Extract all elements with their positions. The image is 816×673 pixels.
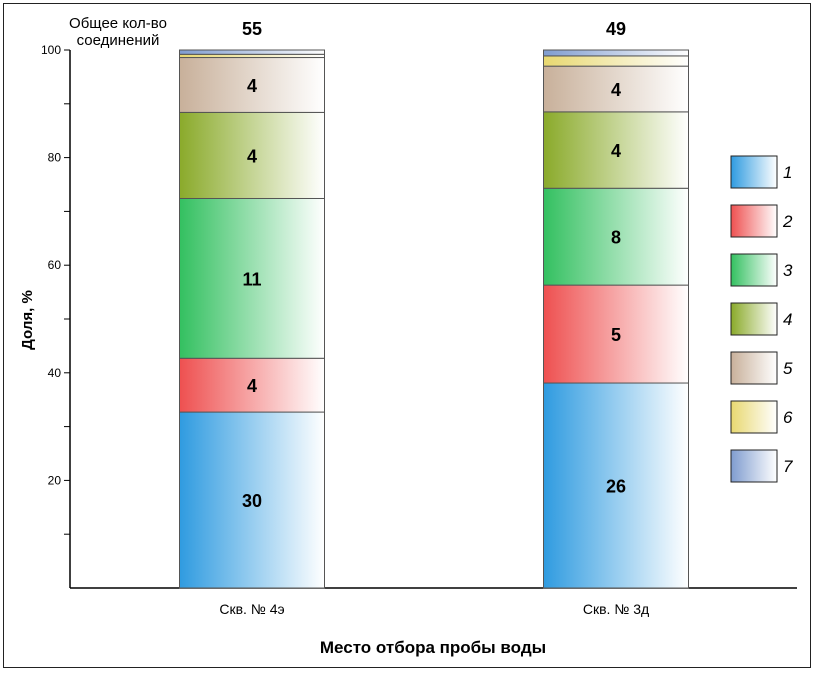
segment-label: 4: [611, 80, 621, 100]
bar-segment-5: [179, 57, 325, 113]
segment-label: 4: [247, 146, 257, 166]
bar-segment-3: [543, 187, 689, 286]
bar-segment-4: [543, 111, 689, 189]
legend-swatch-6: [730, 400, 778, 434]
y-axis-label: Доля, %: [19, 290, 36, 350]
segment-label: 11: [242, 269, 261, 289]
segment-label: 30: [242, 491, 262, 511]
legend-swatch-1: [730, 155, 778, 189]
y-tick-label: 60: [48, 258, 62, 272]
legend-label: 7: [783, 457, 793, 476]
bar-segment-6: [543, 55, 689, 67]
bar-segment-2: [179, 357, 325, 413]
legend-swatch-4: [730, 302, 778, 336]
y-tick-label: 40: [48, 366, 62, 380]
bar-segment-4: [179, 111, 325, 199]
bar-segment-7: [543, 49, 689, 57]
legend-swatch-2: [730, 204, 778, 238]
y-tick-label: 20: [48, 473, 62, 487]
segment-label: 4: [247, 376, 257, 396]
segment-label: 26: [606, 477, 626, 497]
bar-segment-1: [543, 382, 689, 589]
legend-label: 1: [783, 163, 792, 182]
total-label-line1: Общее кол-во: [69, 15, 167, 32]
total-label-line2: соединений: [77, 32, 160, 49]
legend-label: 5: [783, 359, 793, 378]
x-tick-label: Скв. № 3д: [583, 601, 649, 617]
legend-label: 4: [783, 310, 792, 329]
legend-swatch-7: [730, 449, 778, 483]
legend-swatch-5: [730, 351, 778, 385]
segment-label: 4: [611, 141, 621, 161]
segment-label: 4: [247, 76, 257, 96]
total-count: 55: [242, 19, 262, 39]
chart-frame: [3, 3, 811, 668]
total-count: 49: [606, 19, 626, 39]
legend-label: 2: [782, 212, 793, 231]
x-axis-label: Место отбора пробы воды: [320, 638, 546, 657]
bar-segment-5: [543, 65, 689, 113]
legend-swatch-3: [730, 253, 778, 287]
segment-label: 5: [611, 325, 621, 345]
legend-label: 3: [783, 261, 793, 280]
y-tick-label: 100: [41, 43, 61, 57]
bar-segment-7: [179, 49, 325, 55]
x-tick-label: Скв. № 4э: [219, 601, 284, 617]
bar-segment-1: [179, 411, 325, 589]
bar-segment-3: [179, 197, 325, 359]
segment-label: 8: [611, 228, 621, 248]
legend-label: 6: [783, 408, 793, 427]
y-tick-label: 80: [48, 151, 62, 165]
